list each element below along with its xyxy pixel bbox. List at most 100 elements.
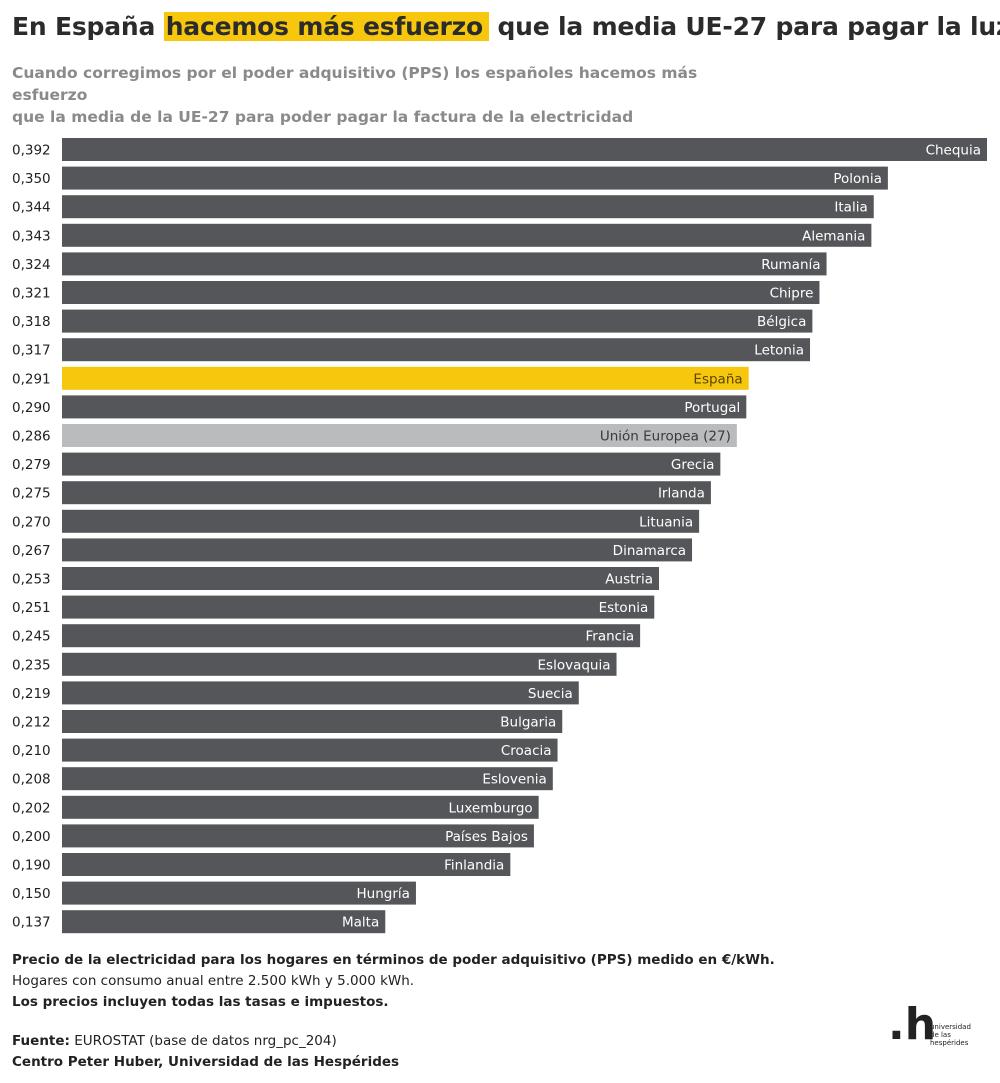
bar-grecia — [62, 452, 721, 476]
category-label-belgica: Bélgica — [757, 314, 806, 330]
value-label-chipre: 0,321 — [12, 286, 51, 302]
category-label-eslovenia: Eslovenia — [482, 772, 546, 788]
value-label-chequia: 0,392 — [12, 143, 51, 159]
bar-croacia — [62, 738, 558, 762]
bar-hungria — [62, 881, 416, 905]
bar-finlandia — [62, 853, 511, 876]
bar-malta — [62, 910, 386, 934]
bar-paises-bajos — [62, 824, 534, 848]
note-line-2: Hogares con consumo anual entre 2.500 kW… — [12, 973, 415, 989]
value-label-letonia: 0,317 — [12, 343, 51, 359]
source-credit: Centro Peter Huber, Universidad de las H… — [12, 1054, 400, 1070]
bar-polonia — [62, 166, 888, 190]
value-label-alemania: 0,343 — [12, 228, 51, 244]
subtitle-line-1: Cuando corregimos por el poder adquisiti… — [12, 64, 698, 104]
logo-line-3: hespérides — [930, 1039, 969, 1047]
value-label-portugal: 0,290 — [12, 400, 51, 416]
bar-austria — [62, 567, 660, 590]
logo-mark: .h — [888, 999, 937, 1050]
category-label-eslovaquia: Eslovaquia — [538, 657, 611, 673]
category-label-francia: Francia — [586, 629, 635, 645]
university-logo: .h universidad de las hespérides — [888, 1000, 988, 1056]
category-label-polonia: Polonia — [833, 171, 882, 187]
category-label-letonia: Letonia — [754, 343, 804, 359]
source-block: Fuente: EUROSTAT (base de datos nrg_pc_2… — [12, 1031, 399, 1073]
category-label-paises-bajos: Países Bajos — [445, 829, 528, 845]
bar-bulgaria — [62, 710, 563, 733]
bar-chipre — [62, 281, 820, 304]
logo-line-1: universidad — [930, 1023, 971, 1031]
bar-chart: 0,392 Chequia 0,350 Polonia 0,344 Italia 0,343… — [12, 138, 987, 934]
value-label-bulgaria: 0,212 — [12, 715, 51, 731]
category-label-italia: Italia — [834, 200, 867, 216]
bar-letonia — [62, 338, 811, 362]
bar-irlanda — [62, 481, 711, 505]
value-label-paises-bajos: 0,200 — [12, 829, 51, 845]
value-label-belgica: 0,318 — [12, 314, 51, 330]
value-label-dinamarca: 0,267 — [12, 543, 51, 559]
logo-line-2: de las — [930, 1031, 951, 1039]
bar-estonia — [62, 595, 655, 619]
category-label-lituania: Lituania — [639, 514, 693, 530]
category-label-rumania: Rumanía — [761, 257, 820, 273]
value-label-grecia: 0,279 — [12, 457, 51, 473]
bar-eslovenia — [62, 767, 553, 791]
bar-alemania — [62, 223, 872, 247]
category-label-union-europea-27: Unión Europea (27) — [600, 429, 731, 445]
value-label-lituania: 0,270 — [12, 514, 51, 530]
bar-rumania — [62, 252, 827, 276]
subtitle: Cuando corregimos por el poder adquisiti… — [12, 62, 772, 128]
bar-lituania — [62, 509, 700, 533]
value-label-suecia: 0,219 — [12, 686, 51, 702]
category-label-portugal: Portugal — [684, 400, 740, 416]
value-label-irlanda: 0,275 — [12, 486, 51, 502]
category-label-estonia: Estonia — [599, 600, 649, 616]
value-label-austria: 0,253 — [12, 572, 51, 588]
category-label-hungria: Hungría — [357, 886, 410, 902]
source-label: Fuente: — [12, 1033, 70, 1049]
title-highlight: hacemos más esfuerzo — [163, 12, 489, 41]
bar-portugal — [62, 395, 747, 419]
value-label-espana: 0,291 — [12, 371, 51, 387]
category-label-finlandia: Finlandia — [444, 858, 504, 874]
bar-espana — [62, 366, 749, 390]
category-label-malta: Malta — [342, 915, 379, 931]
category-label-bulgaria: Bulgaria — [500, 715, 556, 731]
bar-dinamarca — [62, 538, 693, 562]
value-label-croacia: 0,210 — [12, 743, 51, 759]
page-title: En España hacemos más esfuerzo que la me… — [12, 12, 1000, 41]
note-line-1: Precio de la electricidad para los hogar… — [12, 952, 775, 968]
bar-italia — [62, 195, 874, 219]
category-label-chequia: Chequia — [926, 143, 981, 159]
value-label-eslovenia: 0,208 — [12, 772, 51, 788]
bar-suecia — [62, 681, 579, 705]
logo-text: universidad de las hespérides — [930, 1023, 971, 1047]
value-label-polonia: 0,350 — [12, 171, 51, 187]
value-label-finlandia: 0,190 — [12, 858, 51, 874]
value-label-hungria: 0,150 — [12, 886, 51, 902]
category-label-luxemburgo: Luxemburgo — [449, 800, 533, 816]
value-label-rumania: 0,324 — [12, 257, 51, 273]
bar-union-europea-27 — [62, 424, 737, 447]
category-label-chipre: Chipre — [770, 286, 814, 302]
source-text: EUROSTAT (base de datos nrg_pc_204) — [69, 1033, 337, 1049]
category-label-espana: España — [693, 371, 742, 387]
category-label-suecia: Suecia — [528, 686, 573, 702]
value-label-luxemburgo: 0,202 — [12, 800, 51, 816]
subtitle-line-2: que la media de la UE-27 para poder paga… — [12, 108, 634, 126]
note-line-3: Los precios incluyen todas las tasas e i… — [12, 994, 389, 1010]
value-label-italia: 0,344 — [12, 200, 51, 216]
value-label-malta: 0,137 — [12, 915, 51, 931]
bar-luxemburgo — [62, 795, 539, 819]
value-label-eslovaquia: 0,235 — [12, 657, 51, 673]
category-label-alemania: Alemania — [802, 228, 865, 244]
category-label-grecia: Grecia — [671, 457, 714, 473]
bar-eslovaquia — [62, 652, 617, 676]
value-label-union-europea-27: 0,286 — [12, 429, 51, 445]
category-label-dinamarca: Dinamarca — [613, 543, 686, 559]
bar-chequia — [62, 138, 987, 161]
value-label-estonia: 0,251 — [12, 600, 51, 616]
category-label-irlanda: Irlanda — [658, 486, 705, 502]
bar-francia — [62, 624, 641, 648]
value-label-francia: 0,245 — [12, 629, 51, 645]
